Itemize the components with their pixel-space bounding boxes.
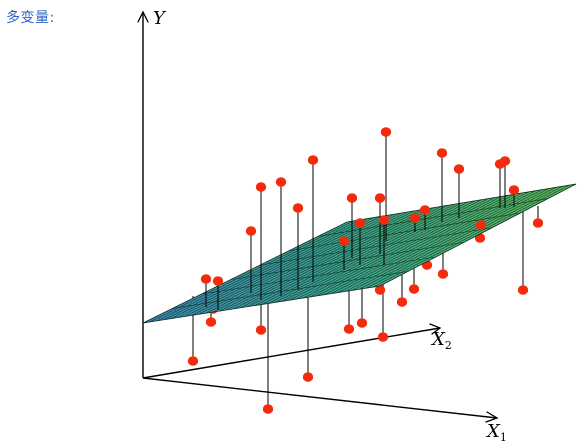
observation-point-below: [302, 372, 314, 382]
points-above-plane: [200, 127, 520, 286]
mesh-line: [331, 191, 529, 294]
mesh-line: [268, 201, 469, 304]
observation-point-above: [378, 215, 390, 225]
observation-point-above: [499, 156, 511, 166]
mesh-line: [230, 242, 465, 280]
observation-point-above: [245, 226, 257, 236]
observation-point-below: [408, 284, 420, 294]
mesh-line: [201, 256, 437, 295]
observation-point-above: [508, 185, 520, 195]
mesh-line: [219, 209, 422, 312]
mesh-line: [345, 189, 543, 292]
mesh-line: [365, 185, 563, 289]
x1-axis-line: [142, 377, 498, 419]
observation-point-below: [532, 218, 544, 228]
observation-point-below: [255, 325, 267, 335]
mesh-line: [205, 211, 408, 314]
observation-point-below: [377, 332, 389, 342]
mesh-line: [233, 207, 435, 310]
observation-point-below: [374, 285, 386, 295]
x2-axis-arrow-icon: [429, 323, 442, 335]
observation-point-above: [292, 203, 304, 213]
mesh-line: [289, 198, 489, 301]
page-title: 多变量:: [6, 10, 55, 26]
observation-point-above: [354, 218, 366, 228]
observation-point-above: [380, 127, 392, 137]
x2-axis-line: [142, 327, 441, 379]
observation-point-above: [275, 177, 287, 187]
observation-point-above: [212, 276, 224, 286]
mesh-line: [170, 217, 375, 319]
mesh-line: [324, 192, 523, 295]
mesh-line: [372, 184, 570, 288]
x1-axis-arrow-icon: [485, 411, 499, 423]
observation-point-below: [343, 324, 355, 334]
observation-point-below: [262, 404, 274, 414]
mesh-line: [184, 215, 388, 317]
observation-point-below: [187, 356, 199, 366]
observation-point-above: [307, 155, 319, 165]
y-axis-label: Y: [153, 8, 167, 29]
observation-point-below: [356, 318, 368, 328]
mesh-line: [303, 196, 503, 299]
observation-point-below: [205, 317, 217, 327]
mesh-line: [172, 271, 409, 309]
mesh-line: [310, 194, 509, 298]
mesh-line: [338, 190, 536, 293]
observation-point-above: [200, 274, 212, 284]
observation-point-above: [346, 193, 358, 203]
observation-point-below: [517, 285, 529, 295]
x2-axis-label: X2: [430, 329, 452, 352]
mesh-line: [282, 199, 482, 302]
axes: [137, 10, 499, 423]
mesh-line: [156, 219, 361, 322]
mesh-line: [177, 216, 381, 318]
observation-point-above: [255, 182, 267, 192]
mesh-line: [288, 212, 521, 252]
observation-point-below: [396, 297, 408, 307]
observation-point-below: [437, 269, 449, 279]
mesh-line: [261, 202, 462, 305]
mesh-line: [254, 203, 455, 306]
mesh-line: [198, 212, 402, 315]
observation-point-above: [409, 213, 421, 223]
observation-point-above: [419, 205, 431, 215]
mesh-line: [163, 218, 368, 320]
x1-axis-label: X1: [485, 421, 507, 443]
y-axis-letter: Y: [153, 8, 167, 29]
y-axis-arrow-icon: [137, 10, 149, 23]
mesh-line: [212, 210, 415, 313]
mesh-line: [240, 206, 442, 309]
x1-axis-subscript: 1: [500, 431, 507, 443]
mesh-line: [351, 188, 550, 291]
x2-axis-letter: X: [430, 329, 446, 350]
mesh-line: [226, 208, 428, 311]
mesh-line: [317, 198, 549, 237]
mesh-line: [296, 197, 496, 300]
mesh-line: [149, 220, 354, 323]
observation-point-above: [475, 220, 487, 230]
mesh-line: [358, 187, 556, 290]
plane-outline: [142, 183, 577, 324]
mesh-line: [317, 193, 516, 297]
observation-point-above: [338, 236, 350, 246]
observation-point-above: [374, 193, 386, 203]
x2-axis-subscript: 2: [445, 339, 452, 352]
observation-point-above: [453, 164, 465, 174]
x1-axis-letter: X: [485, 421, 501, 442]
observation-point-above: [436, 148, 448, 158]
